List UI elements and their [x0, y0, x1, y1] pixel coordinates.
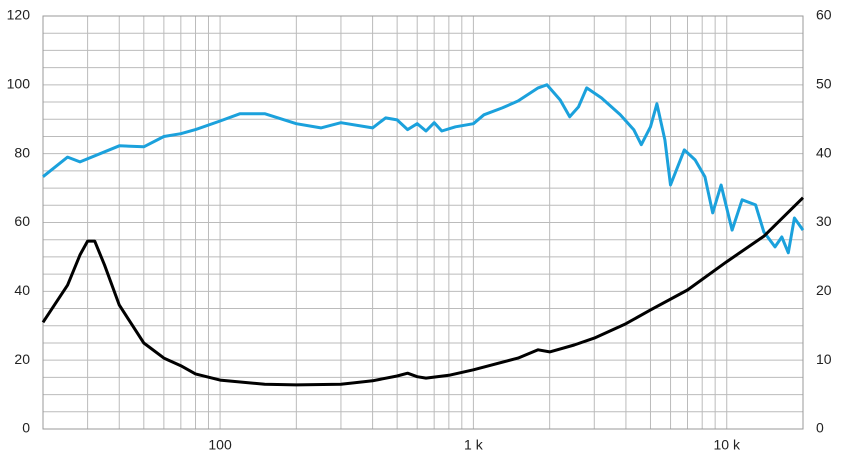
y-tick-label: 0	[22, 420, 30, 436]
x-tick-label: 1 k	[464, 437, 484, 453]
y-tick-label: 80	[14, 144, 30, 160]
y2-tick-label: 50	[816, 76, 832, 92]
y-tick-label: 100	[7, 76, 31, 92]
y-tick-label: 20	[14, 351, 30, 367]
plot-frame	[42, 15, 804, 430]
y-tick-label: 40	[14, 282, 30, 298]
series-line	[42, 83, 805, 255]
y-tick-label: 120	[7, 7, 31, 23]
series-line	[41, 196, 805, 387]
y2-tick-label: 40	[816, 144, 832, 160]
x-tick-label: 100	[208, 437, 232, 453]
y2-tick-label: 30	[816, 213, 832, 229]
y2-tick-label: 60	[816, 7, 832, 23]
x-tick-label: 10 k	[714, 437, 741, 453]
y-tick-label: 60	[14, 213, 30, 229]
y2-tick-label: 0	[816, 420, 824, 436]
y2-tick-label: 20	[816, 282, 832, 298]
y2-tick-label: 10	[816, 351, 832, 367]
